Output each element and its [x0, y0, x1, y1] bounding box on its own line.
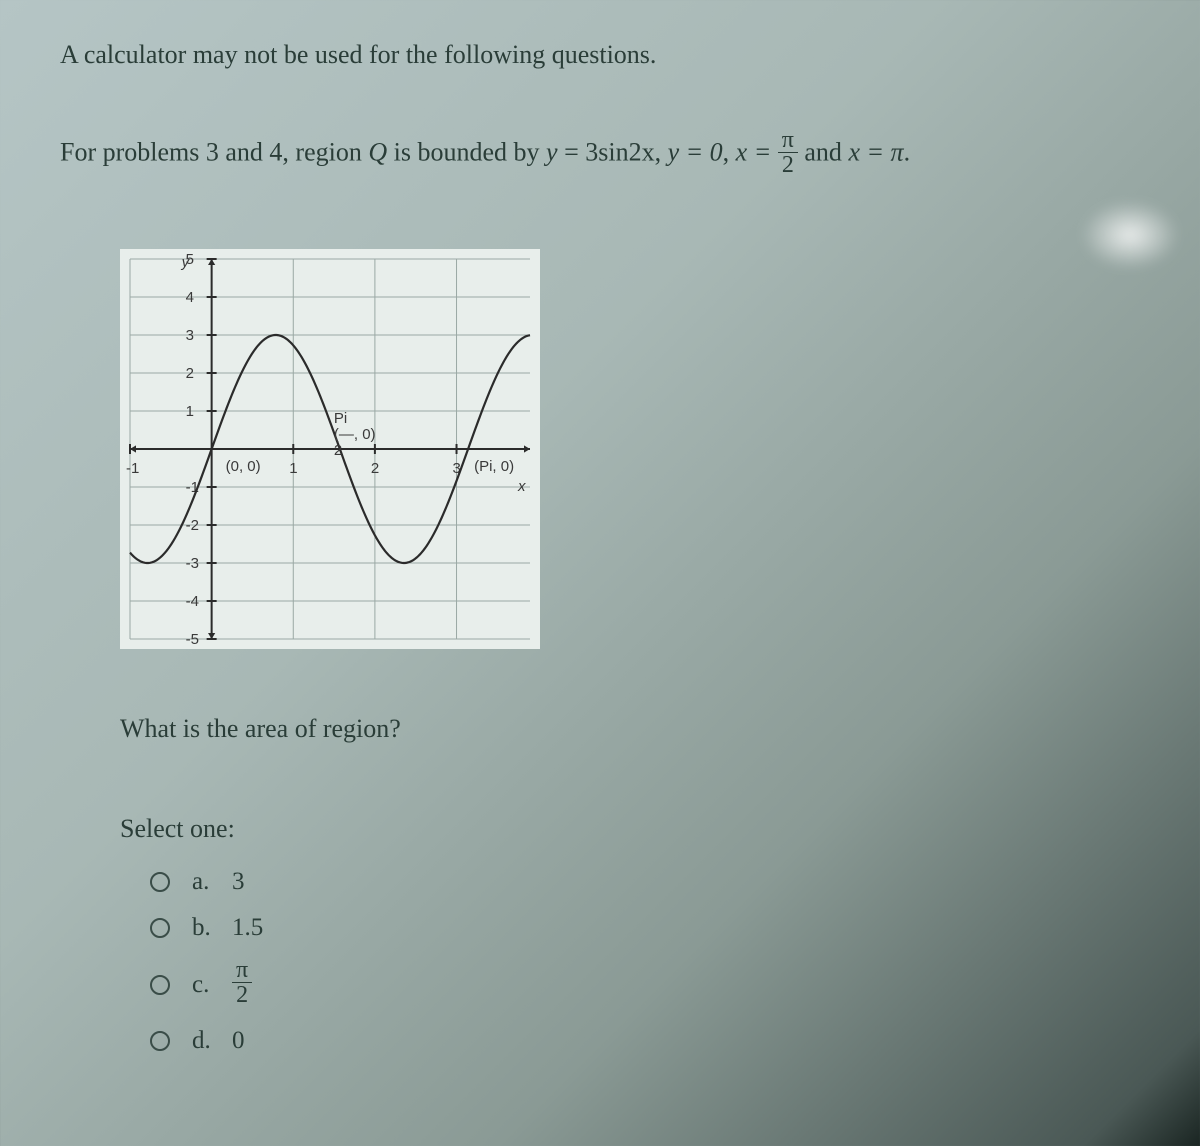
- y-tick-label: -2: [186, 517, 199, 534]
- sep2: ,: [723, 137, 736, 166]
- eq3-lhs: x =: [736, 137, 778, 166]
- sep1: ,: [655, 137, 668, 166]
- option-frac-num: π: [232, 958, 252, 982]
- frac-den: 2: [778, 152, 798, 177]
- eq4: x = π: [848, 137, 903, 166]
- y-axis-label: y: [181, 254, 191, 271]
- y-tick-label: 3: [186, 327, 194, 344]
- option-value: 1.5: [232, 914, 263, 942]
- option-value: 3: [232, 868, 245, 896]
- y-tick-label: 4: [186, 289, 194, 306]
- x-tick-label: 2: [371, 460, 379, 477]
- eq1-rhs: = 3sin2x: [558, 137, 655, 166]
- point-label: 2: [334, 442, 342, 459]
- option-value: 0: [232, 1027, 245, 1055]
- problem-prefix: For problems 3 and 4, region: [60, 137, 368, 166]
- y-tick-label: 1: [186, 403, 194, 420]
- option-frac-den: 2: [232, 982, 252, 1007]
- point-label: (0, 0): [226, 458, 261, 475]
- sine-graph: -1123-5-4-3-2-112345yx(0, 0)Pi(—, 0)2(Pi…: [120, 249, 540, 649]
- x-axis-label: x: [517, 478, 526, 495]
- option-letter: d.: [192, 1027, 232, 1055]
- option-value: π2: [232, 958, 252, 1007]
- point-label: (—, 0): [334, 426, 376, 443]
- radio-icon[interactable]: [150, 1031, 170, 1051]
- y-tick-label: -4: [186, 593, 199, 610]
- point-label: (Pi, 0): [474, 458, 514, 475]
- instruction-text: A calculator may not be used for the fol…: [60, 40, 1140, 70]
- option-d[interactable]: d.0: [150, 1027, 1140, 1055]
- radio-icon[interactable]: [150, 918, 170, 938]
- radio-icon[interactable]: [150, 975, 170, 995]
- x-tick-label: -1: [126, 460, 139, 477]
- problem-mid2: and: [798, 137, 849, 166]
- question-text: What is the area of region?: [120, 714, 1140, 744]
- region-variable: Q: [368, 137, 387, 166]
- option-a[interactable]: a.3: [150, 868, 1140, 896]
- point-label: Pi: [334, 410, 347, 427]
- radio-icon[interactable]: [150, 872, 170, 892]
- page-content: A calculator may not be used for the fol…: [0, 0, 1200, 1113]
- frac-num: π: [778, 128, 798, 152]
- graph-container: -1123-5-4-3-2-112345yx(0, 0)Pi(—, 0)2(Pi…: [120, 249, 1140, 654]
- x-tick-label: 1: [289, 460, 297, 477]
- eq1-lhs: y: [546, 137, 558, 166]
- y-tick-label: -5: [186, 631, 199, 648]
- select-one-label: Select one:: [120, 814, 1140, 844]
- options-list: a.3b.1.5c.π2d.0: [150, 868, 1140, 1055]
- problem-mid1: is bounded by: [387, 137, 546, 166]
- option-b[interactable]: b.1.5: [150, 914, 1140, 942]
- y-tick-label: -3: [186, 555, 199, 572]
- eq2: y = 0: [668, 137, 723, 166]
- option-letter: a.: [192, 868, 232, 896]
- option-c[interactable]: c.π2: [150, 960, 1140, 1009]
- y-tick-label: 2: [186, 365, 194, 382]
- problem-statement: For problems 3 and 4, region Q is bounde…: [60, 130, 1140, 179]
- pi-over-2: π2: [778, 128, 798, 177]
- option-letter: b.: [192, 914, 232, 942]
- problem-tail: .: [904, 137, 911, 166]
- option-letter: c.: [192, 971, 232, 999]
